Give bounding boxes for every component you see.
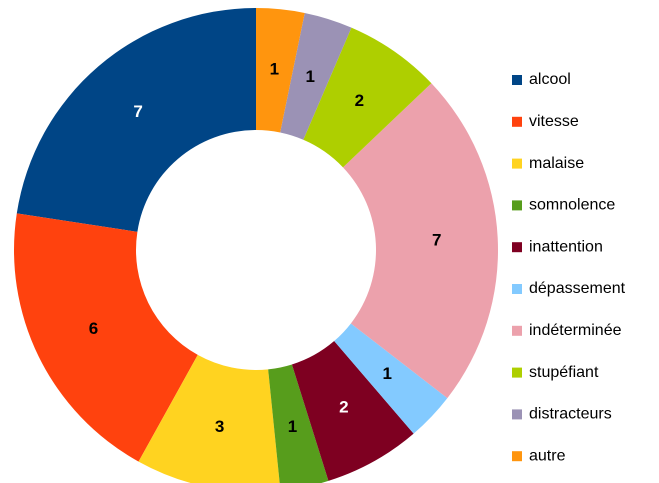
legend-swatch [512,75,522,85]
legend-swatch [512,367,522,378]
legend-label: inattention [529,238,603,255]
donut-slice [291,341,414,481]
donut-slice [138,354,280,483]
legend-swatch [512,451,522,462]
donut-slice [268,364,329,483]
legend-swatch [512,284,522,294]
legend-label: stupéfiant [529,364,599,381]
legend-swatch [512,409,522,420]
legend-swatch [512,116,522,127]
data-label: 2 [355,91,364,110]
legend-label: dépassement [529,280,626,297]
legend-label: autre [529,447,566,464]
legend-label: somnolence [529,197,615,214]
donut-slice [13,213,198,462]
donut-slice [342,83,498,399]
legend-swatch [512,325,522,336]
data-label: 2 [339,398,348,417]
data-label: 1 [382,364,391,383]
legend-label: malaise [529,155,584,172]
donut-slice [334,323,448,434]
data-label: 1 [288,417,297,436]
data-label: 7 [133,102,142,121]
data-label: 1 [270,59,279,78]
legend-label: vitesse [529,113,579,130]
data-label: 1 [305,67,314,86]
data-label: 7 [432,230,441,249]
donut-slice [303,27,432,168]
legend-label: indéterminée [529,322,622,339]
data-label: 3 [215,417,224,436]
legend-label: alcool [529,71,571,88]
legend-swatch [512,200,522,211]
legend-label: distracteurs [529,406,612,423]
legend-swatch [512,158,522,169]
legend-swatch [512,242,522,253]
data-label: 6 [89,319,98,338]
donut-slice [280,12,352,140]
donut-slice [16,8,256,232]
donut-slice [256,7,305,133]
